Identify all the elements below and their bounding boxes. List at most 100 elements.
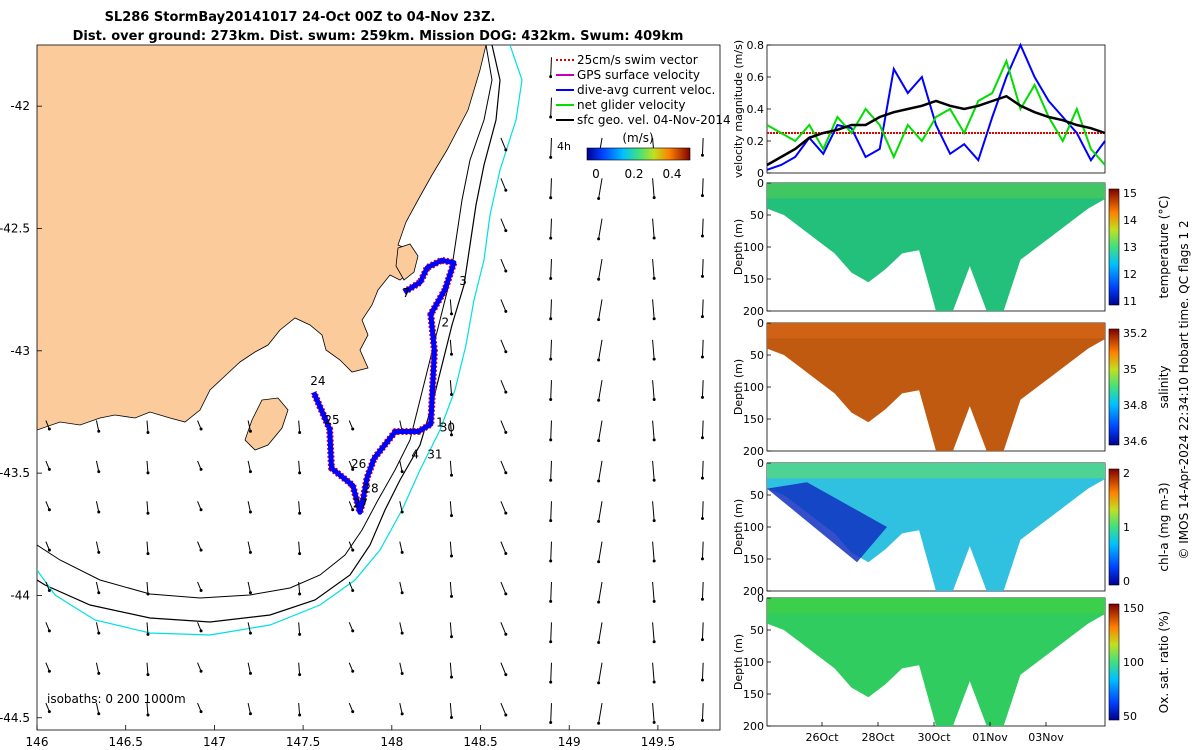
velocity-arrow-head bbox=[652, 276, 656, 280]
velocity-panel: 0 0.2 0.4 0.6 0.8 velocity magnitude (m/s) bbox=[732, 39, 1106, 180]
velocity-arrow bbox=[652, 299, 655, 319]
velocity-arrow bbox=[348, 541, 354, 551]
section-ylabel: Depth (m) bbox=[732, 359, 745, 415]
velocity-arrow-head bbox=[504, 229, 508, 233]
velocity-arrow bbox=[500, 178, 507, 191]
map-ytick-label: -42 bbox=[10, 99, 30, 113]
velocity-arrow-head bbox=[450, 312, 454, 316]
velocity-arrow-head bbox=[652, 357, 656, 361]
section-colorbar-tick: 2 bbox=[1123, 467, 1130, 480]
velocity-arrow bbox=[701, 581, 704, 600]
velocity-arrow bbox=[701, 380, 704, 398]
velocity-arrow bbox=[500, 258, 507, 272]
map-ytick-label: -44 bbox=[10, 588, 30, 602]
section-ytick-label: 100 bbox=[743, 656, 764, 669]
velocity-arrow-head bbox=[248, 671, 252, 675]
section-colorbar-tick: 14 bbox=[1123, 214, 1137, 227]
velocity-arrow-head bbox=[199, 548, 203, 552]
velocity-arrow bbox=[298, 703, 301, 716]
velocity-arrow-head bbox=[652, 640, 656, 644]
velocity-arrow-head bbox=[597, 560, 601, 564]
velocity-arrow bbox=[701, 259, 704, 277]
velocity-arrow bbox=[247, 622, 251, 634]
section-ytick-label: 50 bbox=[750, 209, 764, 222]
velocity-arrow bbox=[247, 662, 251, 674]
velocity-arrow-head bbox=[700, 436, 704, 440]
velocity-arrow bbox=[95, 420, 100, 432]
velocity-arrow-head bbox=[146, 632, 150, 636]
velocity-arrow-head bbox=[146, 713, 150, 717]
velocity-arrow-head bbox=[298, 471, 302, 475]
map-xtick-label: 146.5 bbox=[109, 735, 143, 749]
velocity-arrow bbox=[550, 339, 552, 360]
track-label: 4 bbox=[411, 447, 419, 461]
section-x-axis: 26Oct 28Oct 30Oct 01Nov 03Nov bbox=[805, 722, 1064, 744]
track-label: 3 bbox=[459, 274, 467, 288]
velocity-arrow-head bbox=[652, 599, 656, 603]
velocity-arrow bbox=[701, 420, 704, 438]
footer-credit: © IMOS 14-Apr-2024 22:34:10 Hobart time.… bbox=[1177, 220, 1191, 559]
velocity-arrow bbox=[550, 299, 552, 319]
velocity-arrow bbox=[197, 460, 202, 470]
velocity-arrow bbox=[45, 622, 50, 632]
velocity-arrow-head bbox=[450, 473, 454, 477]
velocity-series-1 bbox=[766, 42, 1106, 171]
velocity-arrow bbox=[197, 702, 202, 712]
velocity-arrow-head bbox=[400, 672, 404, 676]
velocity-arrow-head bbox=[97, 429, 101, 433]
velocity-arrow-head bbox=[298, 592, 302, 596]
velocity-arrow-head bbox=[351, 508, 355, 512]
map-xtick-label: 146 bbox=[26, 735, 49, 749]
velocity-arrow-head bbox=[146, 430, 150, 434]
velocity-arrow-head bbox=[549, 519, 553, 523]
section-xtick-label: 03Nov bbox=[1028, 731, 1064, 744]
velocity-arrow bbox=[598, 501, 603, 522]
velocity-arrow-head bbox=[146, 673, 150, 677]
velocity-arrow-head bbox=[298, 430, 302, 434]
title-line-2: Dist. over ground: 273km. Dist. swum: 25… bbox=[73, 29, 684, 44]
section-xtick-label: 26Oct bbox=[805, 731, 839, 744]
velocity-arrow-head bbox=[597, 600, 601, 604]
velocity-arrow bbox=[298, 460, 301, 473]
velocity-arrow bbox=[197, 622, 202, 632]
velocity-arrow bbox=[598, 581, 603, 603]
velocity-arrow bbox=[399, 622, 403, 634]
map-xtick-label: 149 bbox=[558, 735, 581, 749]
velocity-arrow bbox=[701, 460, 704, 479]
velocity-arrow-head bbox=[652, 317, 656, 321]
velocity-arrow bbox=[598, 460, 603, 482]
velocity-arrow bbox=[95, 702, 100, 714]
velocity-arrow bbox=[500, 541, 507, 554]
track-label: 28 bbox=[363, 482, 378, 496]
section-ylabel: Depth (m) bbox=[732, 499, 745, 555]
velocity-arrow bbox=[449, 299, 453, 314]
velocity-arrow bbox=[348, 501, 354, 510]
velocity-arrow-head bbox=[504, 552, 508, 556]
velocity-arrow-head bbox=[351, 669, 355, 673]
velocity-arrow bbox=[399, 541, 403, 553]
velocity-arrow-head bbox=[700, 638, 704, 642]
velocity-arrow bbox=[247, 460, 251, 472]
velocity-arrow-head bbox=[597, 318, 601, 322]
section-ytick-label: 50 bbox=[750, 349, 764, 362]
velocity-arrow-head bbox=[652, 519, 656, 523]
velocity-arrow bbox=[197, 420, 202, 430]
section-colorbar-tick: 100 bbox=[1123, 656, 1144, 669]
velocity-arrow-head bbox=[549, 357, 553, 361]
velocity-arrow-head bbox=[700, 234, 704, 238]
velocity-arrow bbox=[701, 339, 704, 358]
velocity-arrow bbox=[298, 541, 301, 554]
velocity-arrow bbox=[652, 178, 655, 198]
velocity-arrow-head bbox=[700, 355, 704, 359]
velocity-arrow-head bbox=[298, 511, 302, 515]
velocity-arrow bbox=[449, 541, 453, 557]
velocity-arrow-head bbox=[47, 548, 51, 552]
velocity-arrow-head bbox=[700, 395, 704, 399]
velocity-arrow bbox=[348, 420, 354, 430]
title-line-1: SL286 StormBay20141017 24-Oct 00Z to 04-… bbox=[105, 10, 496, 25]
velocity-arrow-head bbox=[549, 599, 553, 603]
velocity-arrow-head bbox=[700, 315, 704, 319]
velocity-arrow bbox=[652, 218, 655, 239]
velocity-arrow bbox=[197, 662, 202, 672]
